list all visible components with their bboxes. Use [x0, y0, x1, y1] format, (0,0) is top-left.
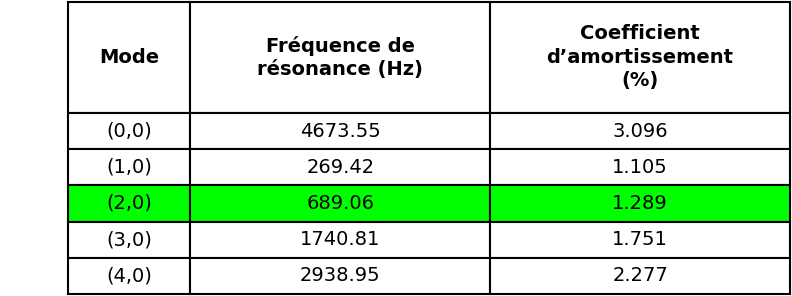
Bar	[190, 222, 490, 258]
Text: 269.42: 269.42	[307, 158, 375, 177]
Bar	[490, 149, 790, 185]
Text: 2.277: 2.277	[612, 266, 668, 285]
Text: Fréquence de
résonance (Hz): Fréquence de résonance (Hz)	[257, 36, 423, 79]
Bar	[68, 258, 190, 294]
Text: 2938.95: 2938.95	[300, 266, 380, 285]
Text: (3,0): (3,0)	[106, 230, 152, 249]
Text: Coefficient
d’amortissement
(%): Coefficient d’amortissement (%)	[546, 25, 733, 91]
Text: 1740.81: 1740.81	[300, 230, 380, 249]
Bar	[190, 149, 490, 185]
Bar	[68, 2, 190, 113]
Text: (4,0): (4,0)	[106, 266, 152, 285]
Bar	[68, 113, 190, 149]
Bar	[68, 149, 190, 185]
Text: (1,0): (1,0)	[106, 158, 152, 177]
Text: 1.751: 1.751	[612, 230, 668, 249]
Bar	[68, 185, 190, 222]
Text: 3.096: 3.096	[612, 122, 668, 141]
Text: (2,0): (2,0)	[106, 194, 152, 213]
Bar	[490, 2, 790, 113]
Bar	[490, 113, 790, 149]
Bar	[490, 185, 790, 222]
Text: (0,0): (0,0)	[106, 122, 152, 141]
Text: 1.289: 1.289	[612, 194, 668, 213]
Text: 4673.55: 4673.55	[300, 122, 381, 141]
Bar	[190, 113, 490, 149]
Bar	[190, 2, 490, 113]
Text: 1.105: 1.105	[612, 158, 668, 177]
Text: Mode: Mode	[99, 48, 159, 67]
Bar	[490, 258, 790, 294]
Bar	[190, 258, 490, 294]
Bar	[68, 222, 190, 258]
Bar	[490, 222, 790, 258]
Text: 689.06: 689.06	[307, 194, 375, 213]
Bar	[190, 185, 490, 222]
